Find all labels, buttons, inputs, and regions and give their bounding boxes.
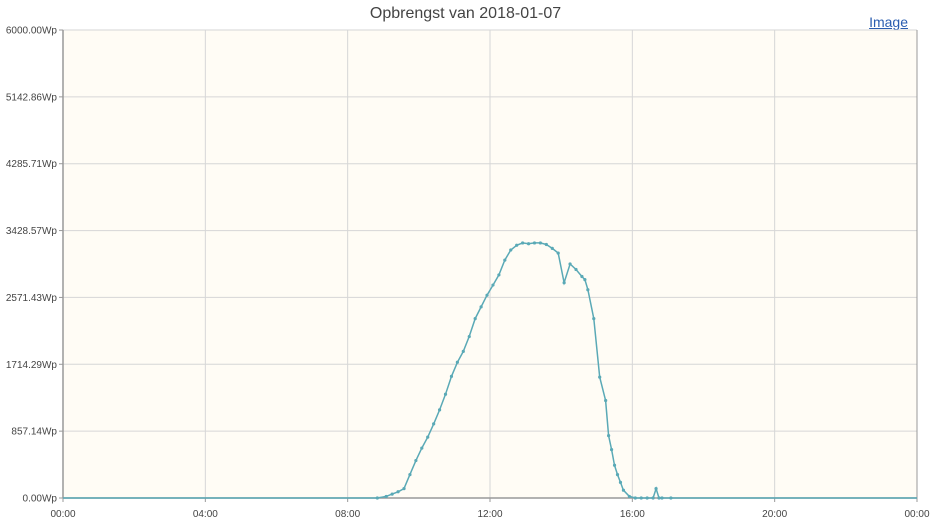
data-point xyxy=(562,281,566,285)
data-point xyxy=(633,496,637,500)
x-tick-label: 12:00 xyxy=(477,509,502,520)
chart-title: Opbrengst van 2018-01-07 xyxy=(369,5,562,22)
data-point xyxy=(583,278,587,282)
data-point xyxy=(497,273,501,277)
data-point xyxy=(657,496,661,500)
data-point xyxy=(538,241,543,245)
data-point xyxy=(660,496,664,500)
data-point xyxy=(426,435,430,439)
data-point xyxy=(432,422,436,426)
data-point xyxy=(574,267,578,272)
data-point xyxy=(461,349,465,353)
data-point xyxy=(515,243,519,247)
y-tick-label: 3428.57Wp xyxy=(6,226,58,237)
data-point xyxy=(384,494,388,499)
data-point xyxy=(568,262,572,266)
data-point xyxy=(420,446,424,450)
data-point xyxy=(414,458,418,463)
y-tick-label: 4285.71Wp xyxy=(6,159,58,170)
data-point xyxy=(627,494,631,499)
x-tick-label: 04:00 xyxy=(193,509,218,520)
data-point xyxy=(598,375,602,379)
data-point xyxy=(526,242,531,246)
data-point xyxy=(586,288,590,292)
y-tick-label: 0.00Wp xyxy=(23,494,58,505)
series-points xyxy=(375,241,673,500)
data-point xyxy=(556,251,560,255)
x-tick-label: 20:00 xyxy=(762,509,787,520)
data-point xyxy=(607,434,611,438)
data-point xyxy=(669,496,673,500)
data-point xyxy=(467,334,471,339)
y-tick-label: 6000.00Wp xyxy=(6,26,58,37)
data-point xyxy=(532,241,537,245)
data-point xyxy=(550,246,554,250)
data-point xyxy=(544,242,548,247)
data-point xyxy=(491,283,495,287)
data-point xyxy=(645,496,649,500)
data-point xyxy=(479,305,483,309)
y-axis-ticks: 0.00Wp 857.14Wp 1714.29Wp 2571.43Wp 3428.57W… xyxy=(6,26,63,505)
x-tick-label: 00:00 xyxy=(904,509,929,520)
data-point xyxy=(375,496,379,500)
data-point xyxy=(449,374,454,378)
data-point xyxy=(455,360,459,364)
data-point xyxy=(390,492,394,496)
data-point xyxy=(609,448,614,452)
data-point xyxy=(639,496,643,500)
x-axis-ticks: 00:00 04:00 08:00 12:00 16:00 20:00 00:00 xyxy=(50,498,930,520)
y-tick-label: 1714.29Wp xyxy=(6,360,58,371)
y-tick-label: 857.14Wp xyxy=(11,427,57,438)
data-point xyxy=(654,487,658,491)
data-point xyxy=(485,293,489,297)
data-point xyxy=(592,317,596,321)
x-tick-label: 16:00 xyxy=(620,509,645,520)
data-point xyxy=(473,317,477,321)
data-point xyxy=(408,473,412,477)
data-point xyxy=(503,258,507,262)
x-tick-label: 00:00 xyxy=(50,509,75,520)
data-point xyxy=(604,398,608,403)
image-link[interactable]: Image xyxy=(869,14,908,30)
data-point xyxy=(651,496,655,500)
y-tick-label: 2571.43Wp xyxy=(6,293,58,304)
y-tick-label: 5142.86Wp xyxy=(6,92,58,103)
data-point xyxy=(443,392,448,396)
data-point xyxy=(580,274,584,279)
data-point xyxy=(521,241,525,245)
data-point xyxy=(437,408,442,412)
data-point xyxy=(396,490,400,494)
data-point xyxy=(509,248,513,252)
data-point xyxy=(402,487,406,491)
data-point xyxy=(615,473,620,477)
x-tick-label: 08:00 xyxy=(335,509,360,520)
data-point xyxy=(618,480,623,484)
data-point xyxy=(621,488,626,492)
data-point xyxy=(612,463,617,467)
